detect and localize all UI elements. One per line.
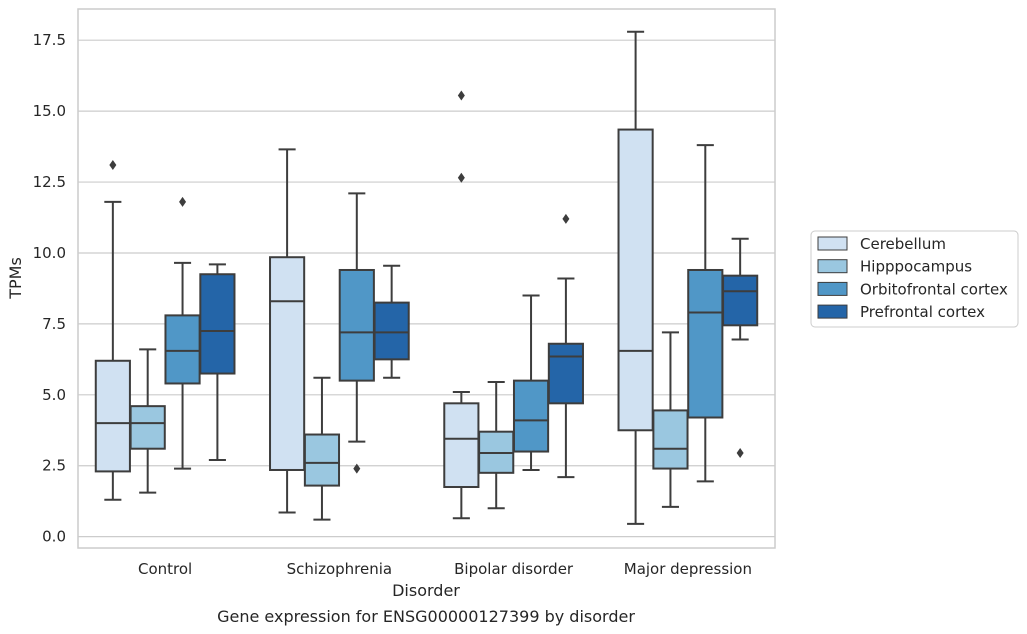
iqr-box bbox=[687, 268, 724, 419]
box-prefrontal-cortex bbox=[373, 264, 410, 379]
iqr-box bbox=[94, 359, 131, 473]
legend-swatch bbox=[817, 236, 848, 251]
legend-swatch bbox=[817, 259, 848, 274]
y-tick-label: 17.5 bbox=[33, 31, 66, 49]
x-tick-labels: Control Schizophrenia Bipolar disorder Majo… bbox=[138, 560, 752, 578]
x-tick-label: Major depression bbox=[624, 560, 752, 578]
y-tick-label: 15.0 bbox=[33, 102, 66, 120]
box-hipppocampus bbox=[478, 381, 515, 510]
iqr-box bbox=[129, 405, 166, 450]
x-tick-label: Bipolar disorder bbox=[454, 560, 574, 578]
legend-frame bbox=[810, 230, 1019, 328]
x-tick-label: Schizophrenia bbox=[287, 560, 392, 578]
iqr-box bbox=[199, 273, 236, 375]
outlier-point bbox=[457, 172, 465, 183]
iqr-box bbox=[373, 301, 410, 361]
boxes bbox=[94, 30, 759, 525]
outlier-point bbox=[353, 463, 361, 474]
legend-label: Prefrontal cortex bbox=[860, 303, 985, 321]
box-prefrontal-cortex bbox=[547, 213, 584, 479]
y-tick-label: 0.0 bbox=[42, 528, 66, 546]
legend-label: Orbitofrontal cortex bbox=[860, 280, 1008, 298]
iqr-box bbox=[652, 409, 689, 470]
box-hipppocampus bbox=[652, 331, 689, 508]
legend-swatch bbox=[817, 304, 848, 319]
box-hipppocampus bbox=[129, 348, 166, 494]
iqr-box bbox=[269, 256, 306, 471]
legend-label: Cerebellum bbox=[860, 235, 946, 253]
iqr-box bbox=[547, 342, 584, 405]
iqr-box bbox=[338, 268, 375, 382]
x-tick-label: Control bbox=[138, 560, 192, 578]
iqr-box bbox=[617, 128, 654, 432]
x-axis-title: Disorder bbox=[392, 581, 460, 600]
outlier-point bbox=[736, 447, 744, 458]
box-orbitofrontal-cortex bbox=[338, 192, 375, 474]
y-tick-label: 12.5 bbox=[33, 173, 66, 191]
box-prefrontal-cortex bbox=[199, 263, 236, 462]
plot-frame bbox=[77, 8, 776, 549]
box-orbitofrontal-cortex bbox=[687, 144, 724, 483]
box-hipppocampus bbox=[303, 376, 341, 521]
legend-label: Hipppocampus bbox=[860, 258, 972, 276]
iqr-box bbox=[443, 402, 480, 489]
box-cerebellum bbox=[269, 148, 306, 514]
outlier-point bbox=[109, 160, 117, 171]
box-prefrontal-cortex bbox=[722, 237, 759, 458]
iqr-box bbox=[722, 274, 759, 327]
y-axis-title: TPMs bbox=[6, 257, 25, 300]
y-tick-label: 5.0 bbox=[42, 386, 66, 404]
chart-caption: Gene expression for ENSG00000127399 by d… bbox=[217, 607, 635, 626]
box-cerebellum bbox=[617, 30, 654, 525]
y-tick-label: 10.0 bbox=[33, 244, 66, 262]
iqr-box bbox=[512, 379, 550, 453]
box-orbitofrontal-cortex bbox=[512, 294, 550, 471]
outlier-point bbox=[179, 196, 187, 207]
outlier-point bbox=[457, 90, 465, 101]
y-tick-label: 7.5 bbox=[42, 315, 66, 333]
y-tick-label: 2.5 bbox=[42, 457, 66, 475]
y-tick-labels: 0.0 2.5 5.0 7.5 10.0 12.5 15.0 17.5 bbox=[33, 31, 66, 545]
iqr-box bbox=[303, 433, 341, 487]
outlier-point bbox=[562, 213, 570, 224]
legend-swatch bbox=[817, 281, 848, 296]
iqr-box bbox=[164, 314, 201, 385]
legend: Cerebellum Hipppocampus Orbitofrontal cort… bbox=[810, 230, 1019, 328]
box-cerebellum bbox=[94, 160, 131, 501]
